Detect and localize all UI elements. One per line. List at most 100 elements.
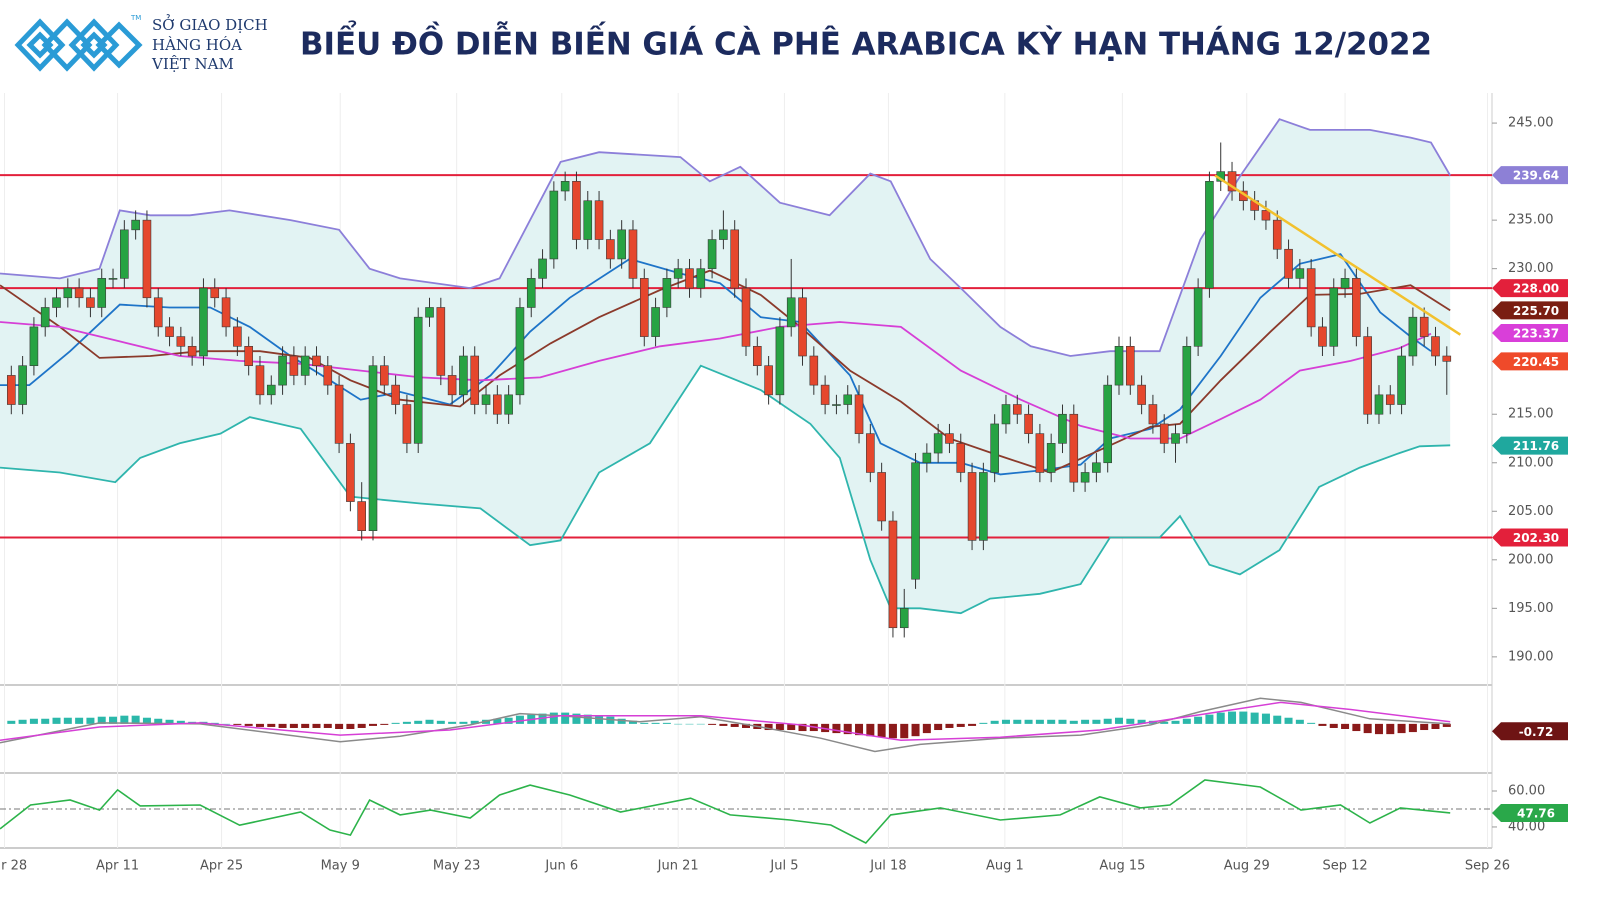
candle-body xyxy=(1340,278,1350,289)
candle-body xyxy=(74,287,84,299)
candle-body xyxy=(29,326,39,367)
macd-histogram-bar xyxy=(877,723,886,738)
macd-histogram-bar xyxy=(1329,723,1338,728)
candle-body xyxy=(1171,433,1180,444)
candle-body xyxy=(334,384,344,444)
x-tick-label: Jun 6 xyxy=(544,859,578,874)
candle-body xyxy=(1385,394,1395,405)
candle-body xyxy=(142,219,152,299)
candle-body xyxy=(97,278,107,308)
candle-body xyxy=(1306,268,1316,328)
price-tag-label: 223.37 xyxy=(1513,327,1559,341)
macd-histogram-bar xyxy=(1182,718,1191,724)
macd-histogram-bar xyxy=(289,723,298,728)
chart-title: BIỂU ĐỒ DIỄN BIẾN GIÁ CÀ PHÊ ARABICA KỲ … xyxy=(300,22,1432,63)
macd-histogram-bar xyxy=(1431,723,1440,729)
macd-histogram-bar xyxy=(1001,719,1010,724)
price-tag-label: 220.45 xyxy=(1513,355,1559,369)
macd-histogram-bar xyxy=(448,721,457,724)
x-tick-label: May 9 xyxy=(321,859,360,874)
candle-body xyxy=(493,394,502,415)
candle-body xyxy=(843,394,853,405)
macd-histogram-bar xyxy=(708,723,717,725)
candle-body xyxy=(233,326,242,347)
macd-histogram-bar xyxy=(1058,719,1067,724)
macd-histogram-bar xyxy=(154,718,163,724)
candle-body xyxy=(899,608,909,629)
candle-body xyxy=(380,365,389,386)
logo-shape xyxy=(14,18,66,72)
macd-histogram-bar xyxy=(595,715,604,724)
candle-body xyxy=(945,433,954,444)
macd-histogram-bar xyxy=(662,722,671,724)
macd-histogram-bar xyxy=(979,722,988,724)
macd-histogram-bar xyxy=(730,723,739,727)
macd-histogram-bar xyxy=(425,719,434,724)
indicator-line xyxy=(0,779,1451,844)
candle-body xyxy=(459,355,468,396)
x-tick-label: Aug 29 xyxy=(1224,859,1270,874)
candle-body xyxy=(1284,248,1293,279)
candle-body xyxy=(1295,268,1305,279)
candle-body xyxy=(210,287,220,299)
candle-body xyxy=(481,394,491,405)
macd-histogram-bar xyxy=(1228,711,1237,724)
macd-histogram-bar xyxy=(1205,714,1214,724)
candle-body xyxy=(1431,336,1440,357)
band-fill xyxy=(0,119,1451,614)
candle-body xyxy=(153,297,163,328)
candle-body xyxy=(18,365,27,405)
candle-body xyxy=(312,355,321,367)
candle-body xyxy=(436,307,446,376)
price-tag xyxy=(1492,324,1568,343)
macd-histogram-bar xyxy=(346,723,355,729)
candle-body xyxy=(300,355,310,376)
candle-body xyxy=(764,365,773,396)
candle-body xyxy=(1397,355,1406,405)
macd-histogram-bar xyxy=(764,723,773,731)
macd-histogram-bar xyxy=(402,721,411,724)
y-tick-label: 200.00 xyxy=(1508,552,1554,567)
candle-body xyxy=(673,268,683,279)
macd-histogram-bar xyxy=(583,714,592,724)
price-tag xyxy=(1492,804,1568,823)
price-tag-label: 47.76 xyxy=(1517,807,1555,821)
macd-histogram-bar xyxy=(1194,716,1203,724)
candle-body xyxy=(1114,345,1124,386)
macd-histogram-bar xyxy=(911,723,920,737)
macd-histogram-bar xyxy=(1273,715,1282,724)
candle-body xyxy=(187,345,197,357)
candle-body xyxy=(820,384,830,405)
macd-histogram-bar xyxy=(866,723,875,737)
candle-body xyxy=(854,394,864,434)
macd-histogram-bar xyxy=(1261,713,1270,724)
macd-histogram-bar xyxy=(640,722,649,724)
candle-body xyxy=(707,239,717,269)
macd-histogram-bar xyxy=(86,717,95,724)
y-tick-label: 235.00 xyxy=(1508,213,1554,228)
candle-body xyxy=(967,472,977,541)
candle-body xyxy=(628,229,638,279)
candle-body xyxy=(391,384,400,405)
candle-body xyxy=(617,229,626,260)
candle-body xyxy=(413,316,423,444)
macd-histogram-bar xyxy=(165,719,174,724)
candle-body xyxy=(470,355,480,405)
macd-histogram-bar xyxy=(1047,719,1056,724)
macd-histogram-bar xyxy=(855,723,864,736)
candle-body xyxy=(52,297,61,308)
candle-body xyxy=(266,384,276,396)
candle-body xyxy=(798,297,807,357)
candle-body xyxy=(255,365,265,396)
price-tag-label: -0.72 xyxy=(1519,725,1554,739)
logo-shape xyxy=(68,18,120,72)
candle-body xyxy=(1103,384,1112,464)
macd-histogram-bar xyxy=(335,723,344,729)
x-tick-label: Aug 15 xyxy=(1099,859,1145,874)
candle-body xyxy=(888,520,898,629)
macd-histogram-bar xyxy=(696,723,705,725)
macd-histogram-bar xyxy=(210,722,219,724)
indicator-line xyxy=(0,253,1432,476)
x-tick-label: Sep 12 xyxy=(1322,859,1367,874)
macd-histogram-bar xyxy=(742,723,750,728)
